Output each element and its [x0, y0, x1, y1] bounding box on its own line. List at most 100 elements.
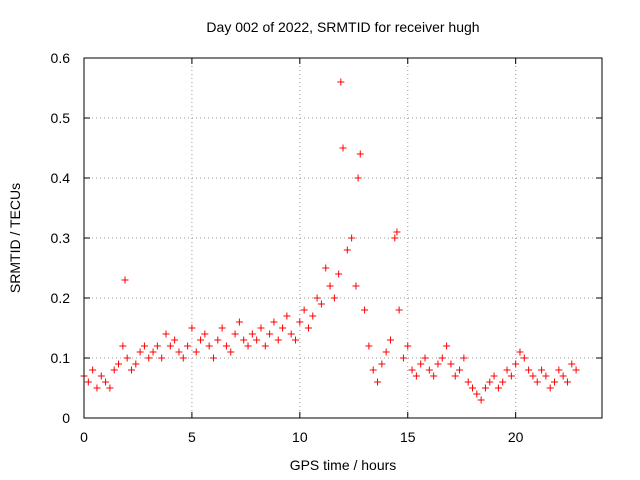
data-point: [529, 372, 537, 380]
y-tick-label: 0.1: [51, 350, 71, 366]
x-tick-label: 0: [80, 429, 88, 445]
data-point: [354, 174, 362, 182]
data-point: [456, 366, 464, 374]
data-point: [179, 354, 187, 362]
data-point: [499, 378, 507, 386]
data-point: [322, 264, 330, 272]
data-point: [555, 366, 563, 374]
data-point: [503, 366, 511, 374]
data-point: [162, 330, 170, 338]
data-point: [460, 354, 468, 362]
data-point: [171, 336, 179, 344]
y-tick-label: 0.3: [51, 230, 71, 246]
data-point: [235, 318, 243, 326]
data-point: [451, 372, 459, 380]
data-point: [89, 366, 97, 374]
data-points: [80, 78, 580, 404]
data-point: [97, 372, 105, 380]
data-point: [140, 342, 148, 350]
data-point: [274, 336, 282, 344]
data-point: [520, 354, 528, 362]
data-point: [257, 324, 265, 332]
data-point: [516, 348, 524, 356]
x-tick-label: 5: [188, 429, 196, 445]
data-point: [115, 360, 123, 368]
data-point: [408, 366, 416, 374]
data-point: [369, 366, 377, 374]
y-axis-label: SRMTID / TECUs: [7, 183, 23, 293]
x-axis-label: GPS time / hours: [290, 457, 397, 473]
data-point: [136, 348, 144, 356]
data-point: [507, 372, 515, 380]
data-point: [145, 354, 153, 362]
data-point: [313, 294, 321, 302]
data-point: [352, 282, 360, 290]
data-point: [123, 354, 131, 362]
data-point: [395, 306, 403, 314]
data-point: [337, 78, 345, 86]
data-point: [300, 306, 308, 314]
data-point: [464, 378, 472, 386]
data-point: [572, 366, 580, 374]
data-point: [121, 276, 129, 284]
data-point: [361, 306, 369, 314]
data-point: [533, 378, 541, 386]
data-point: [253, 336, 261, 344]
y-tick-labels: 0 0.1 0.2 0.3 0.4 0.5 0.6: [51, 50, 71, 426]
data-point: [248, 330, 256, 338]
data-point: [404, 342, 412, 350]
data-point: [559, 372, 567, 380]
data-point: [494, 384, 502, 392]
data-point: [399, 354, 407, 362]
data-point: [210, 354, 217, 362]
data-point: [93, 384, 101, 392]
data-point: [296, 318, 304, 326]
data-point: [382, 348, 390, 356]
data-point: [110, 366, 118, 374]
data-point: [188, 324, 196, 332]
data-point: [378, 360, 386, 368]
data-point: [102, 378, 110, 386]
data-point: [469, 384, 476, 392]
data-point: [287, 330, 295, 338]
data-point: [175, 348, 183, 356]
data-point: [227, 348, 235, 356]
data-point: [192, 348, 200, 356]
data-point: [438, 354, 446, 362]
data-point: [393, 228, 401, 236]
data-point: [132, 360, 140, 368]
data-point: [348, 234, 356, 242]
data-point: [473, 390, 481, 398]
data-point: [343, 246, 351, 254]
x-tick-label: 10: [292, 429, 308, 445]
data-point: [421, 354, 429, 362]
data-point: [317, 300, 325, 308]
data-point: [335, 270, 343, 278]
y-tick-label: 0.6: [51, 50, 71, 66]
data-point: [434, 360, 442, 368]
data-point: [218, 324, 226, 332]
data-point: [214, 336, 222, 344]
data-point: [222, 342, 230, 350]
data-point: [512, 360, 520, 368]
data-point: [153, 342, 161, 350]
data-point: [304, 324, 312, 332]
data-point: [412, 372, 420, 380]
data-point: [84, 378, 92, 386]
data-point: [240, 336, 248, 344]
y-tick-label: 0.5: [51, 110, 71, 126]
y-tick-label: 0.2: [51, 290, 71, 306]
plot-frame: [83, 57, 603, 419]
data-point: [279, 324, 287, 332]
x-tick-label: 15: [400, 429, 416, 445]
data-point: [158, 354, 166, 362]
data-point: [205, 342, 213, 350]
data-point: [283, 312, 291, 320]
data-point: [184, 342, 192, 350]
data-point: [339, 144, 347, 152]
data-point: [244, 342, 252, 350]
data-point: [326, 282, 334, 290]
data-point: [538, 366, 546, 374]
data-point: [270, 318, 278, 326]
